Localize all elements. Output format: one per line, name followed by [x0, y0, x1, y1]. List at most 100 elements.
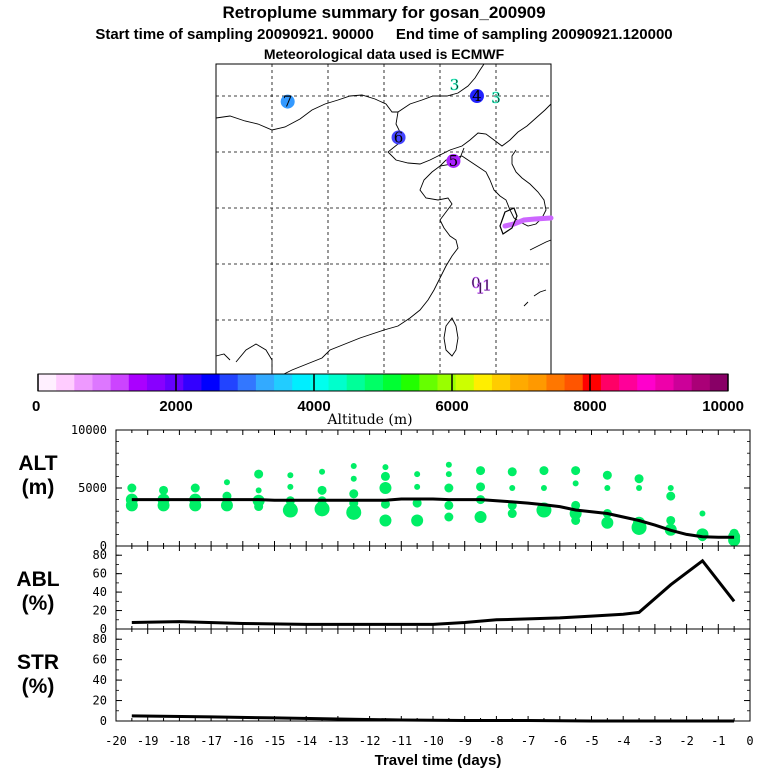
alt-point — [287, 472, 294, 479]
alt-point — [157, 499, 170, 512]
end-time: End time of sampling 20090921.120000 — [395, 26, 673, 43]
x-tick-label: -15 — [264, 734, 286, 748]
alt-point — [254, 502, 264, 512]
alt-point — [474, 511, 487, 523]
x-tick-label: -7 — [521, 734, 535, 748]
alt-point — [125, 499, 138, 512]
alt-point — [666, 491, 676, 501]
alt-point — [349, 489, 359, 499]
x-tick-label: -1 — [711, 734, 725, 748]
x-tick-label: -13 — [327, 734, 349, 748]
alt-point — [255, 487, 262, 494]
alt-point — [604, 485, 611, 491]
alt-point — [445, 471, 452, 478]
alt-point — [223, 479, 230, 486]
alt-point — [444, 483, 454, 493]
x-tick-label: -12 — [359, 734, 381, 748]
alt-point — [127, 483, 137, 493]
alt-point — [380, 499, 390, 509]
alt-point — [667, 485, 674, 491]
x-tick-label: 0 — [746, 734, 753, 748]
alt-point — [507, 467, 517, 477]
alt-point — [317, 485, 327, 495]
y-tick-label: 20 — [93, 604, 107, 618]
str-frame — [115, 628, 751, 722]
x-tick-label: -5 — [584, 734, 598, 748]
abl-ylabel-unit: (%) — [22, 592, 55, 615]
alt-point — [509, 485, 516, 491]
alt-frame — [115, 429, 751, 547]
x-tick-label: -2 — [679, 734, 693, 748]
alt-point — [346, 504, 362, 520]
y-tick-label: 10000 — [71, 423, 107, 437]
alt-point — [571, 500, 581, 510]
alt-point — [602, 470, 612, 480]
start-time: Start time of sampling 20090921. 90000 — [95, 26, 374, 43]
alt-ylabel: ALT — [18, 452, 57, 475]
alt-point — [476, 466, 486, 476]
alt-point — [379, 514, 392, 527]
alt-point — [699, 510, 706, 517]
alt-point — [540, 485, 547, 491]
alt-point — [220, 499, 233, 512]
str-line — [131, 714, 735, 723]
x-tick-label: -19 — [137, 734, 159, 748]
y-tick-label: 60 — [93, 567, 107, 581]
y-tick-label: 20 — [93, 694, 107, 708]
alt-point — [159, 485, 169, 495]
alt-point — [571, 466, 581, 476]
alt-point — [445, 461, 452, 468]
alt-point — [190, 483, 200, 493]
abl-frame — [115, 545, 751, 630]
x-tick-label: -14 — [295, 734, 317, 748]
alt-point — [601, 516, 614, 529]
alt-point — [319, 468, 326, 475]
alt-median-line — [131, 497, 735, 539]
sampling-times: Start time of sampling 20090921. 90000 En… — [0, 26, 768, 43]
y-tick-label: 40 — [93, 585, 107, 599]
alt-point — [382, 464, 389, 471]
x-tick-label: -17 — [200, 734, 222, 748]
x-tick-label: -18 — [169, 734, 191, 748]
alt-point — [379, 482, 392, 494]
alt-point — [444, 512, 454, 522]
alt-point — [572, 480, 579, 487]
x-tick-label: -16 — [232, 734, 254, 748]
alt-point — [380, 471, 390, 481]
y-tick-label: 80 — [93, 548, 107, 562]
str-ylabel-unit: (%) — [22, 675, 55, 698]
alt-ylabel-unit: (m) — [22, 476, 55, 499]
alt-point — [350, 475, 357, 482]
str-ylabel: STR — [17, 651, 59, 674]
alt-point — [411, 514, 424, 527]
alt-point — [287, 483, 294, 490]
x-tick-label: -8 — [489, 734, 503, 748]
alt-point — [282, 502, 298, 518]
alt-point — [414, 483, 421, 490]
x-tick-label: -9 — [457, 734, 471, 748]
abl-line — [131, 558, 736, 626]
alt-point — [634, 474, 644, 484]
alt-panel: 0 5000 10000 ALT(m) — [18, 423, 751, 553]
alt-point — [476, 482, 486, 492]
alt-point — [189, 499, 202, 512]
alt-point — [631, 519, 647, 535]
abl-panel: 0 20 40 60 80 ABL(%) — [16, 545, 751, 636]
x-tick-label: -11 — [390, 734, 412, 748]
x-axis-label: Travel time (days) — [375, 752, 502, 768]
alt-point — [571, 515, 581, 525]
met-data-note: Meteorological data used is ECMWF — [263, 46, 505, 62]
x-tick-label: -20 — [105, 734, 127, 748]
chart-title: Retroplume summary for gosan_200909 — [222, 3, 546, 22]
y-tick-label: 0 — [100, 714, 107, 728]
y-tick-label: 5000 — [78, 481, 107, 495]
y-tick-label: 40 — [93, 673, 107, 687]
x-tick-label: -4 — [616, 734, 630, 748]
alt-point — [666, 515, 676, 525]
alt-point — [444, 500, 454, 510]
y-tick-label: 80 — [93, 632, 107, 646]
abl-ylabel: ABL — [16, 568, 59, 591]
alt-point — [539, 466, 549, 476]
y-tick-label: 0 — [100, 539, 107, 553]
